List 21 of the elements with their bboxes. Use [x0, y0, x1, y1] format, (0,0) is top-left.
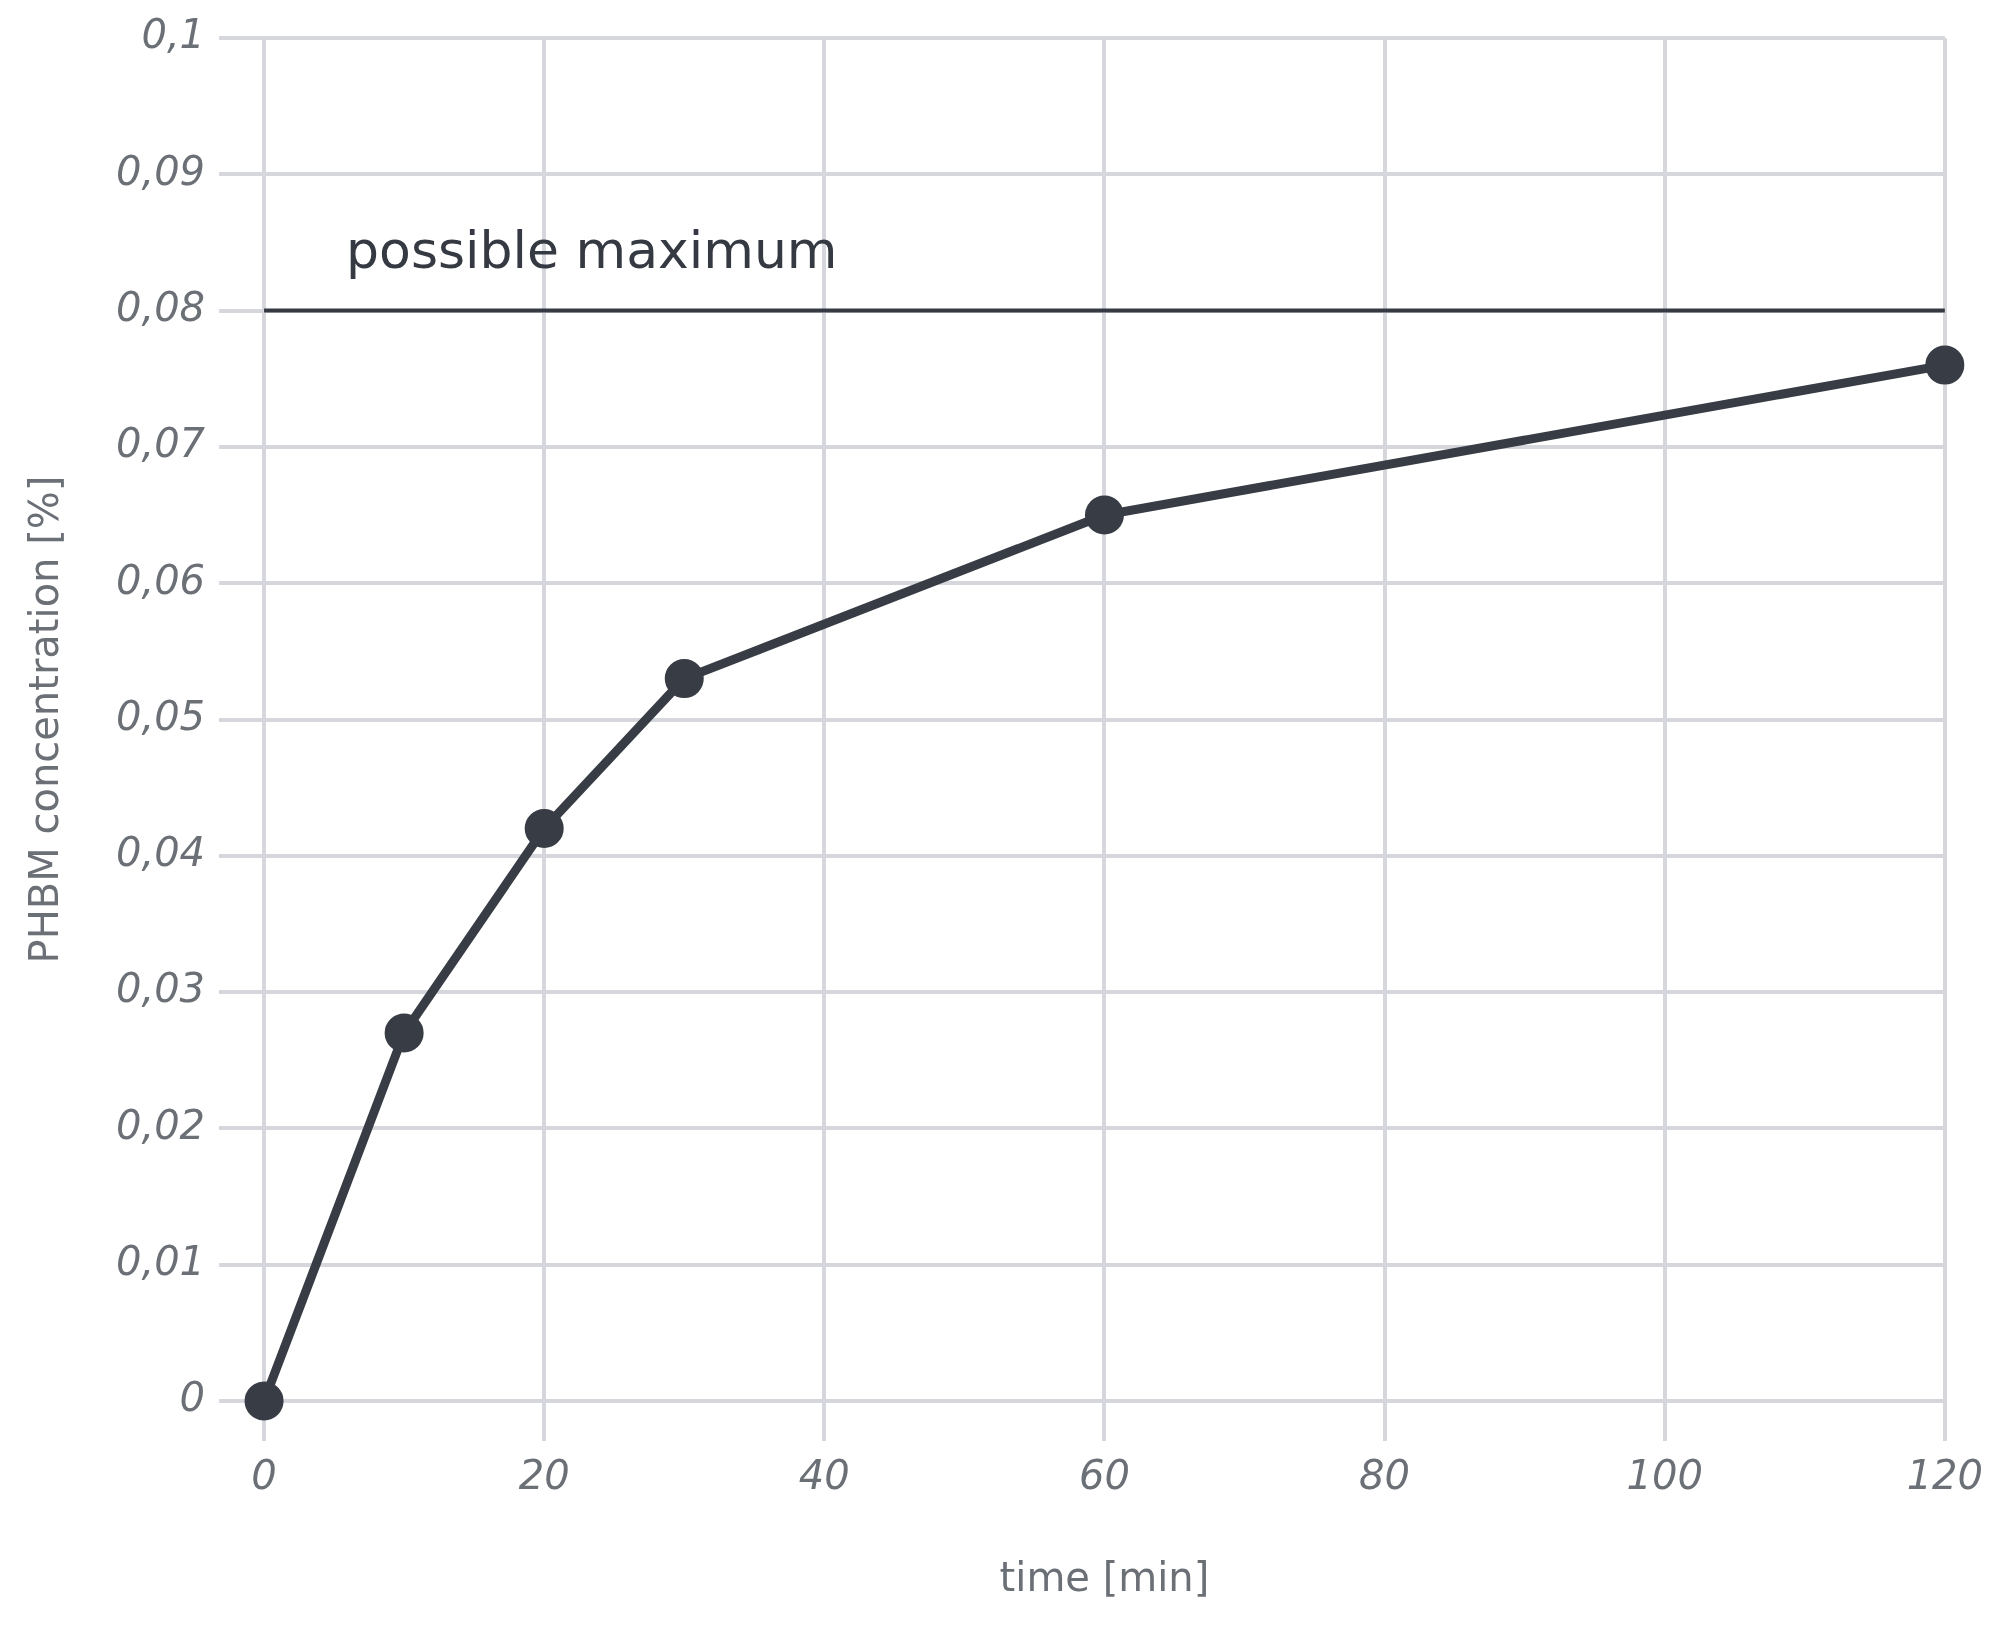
y-tick-label: 0,07 [116, 420, 206, 467]
y-tick-label: 0,03 [116, 965, 206, 1012]
y-tick-label: 0 [179, 1374, 206, 1421]
y-tick-label: 0,08 [116, 283, 206, 330]
y-axis-title: PHBM concentration [%] [21, 475, 68, 964]
x-tick-label: 0 [251, 1452, 277, 1499]
y-tick-label: 0,09 [116, 147, 206, 194]
y-tick-label: 0,04 [116, 829, 206, 876]
y-tick-label: 0,05 [116, 692, 206, 739]
x-axis-title: time [min] [999, 1554, 1210, 1601]
y-tick-label: 0,02 [116, 1101, 206, 1148]
x-tick-label: 40 [798, 1452, 850, 1499]
x-tick-label: 100 [1626, 1452, 1703, 1499]
y-tick-label: 0,06 [116, 556, 206, 603]
y-tick-label: 0,01 [116, 1238, 206, 1285]
x-tick-label: 120 [1906, 1452, 1984, 1499]
ref-line-label: possible maximum [346, 220, 838, 281]
y-tick-label: 0,1 [141, 11, 206, 58]
x-tick-label: 20 [518, 1452, 570, 1499]
x-tick-label: 80 [1359, 1452, 1411, 1499]
x-tick-label: 60 [1078, 1452, 1130, 1499]
